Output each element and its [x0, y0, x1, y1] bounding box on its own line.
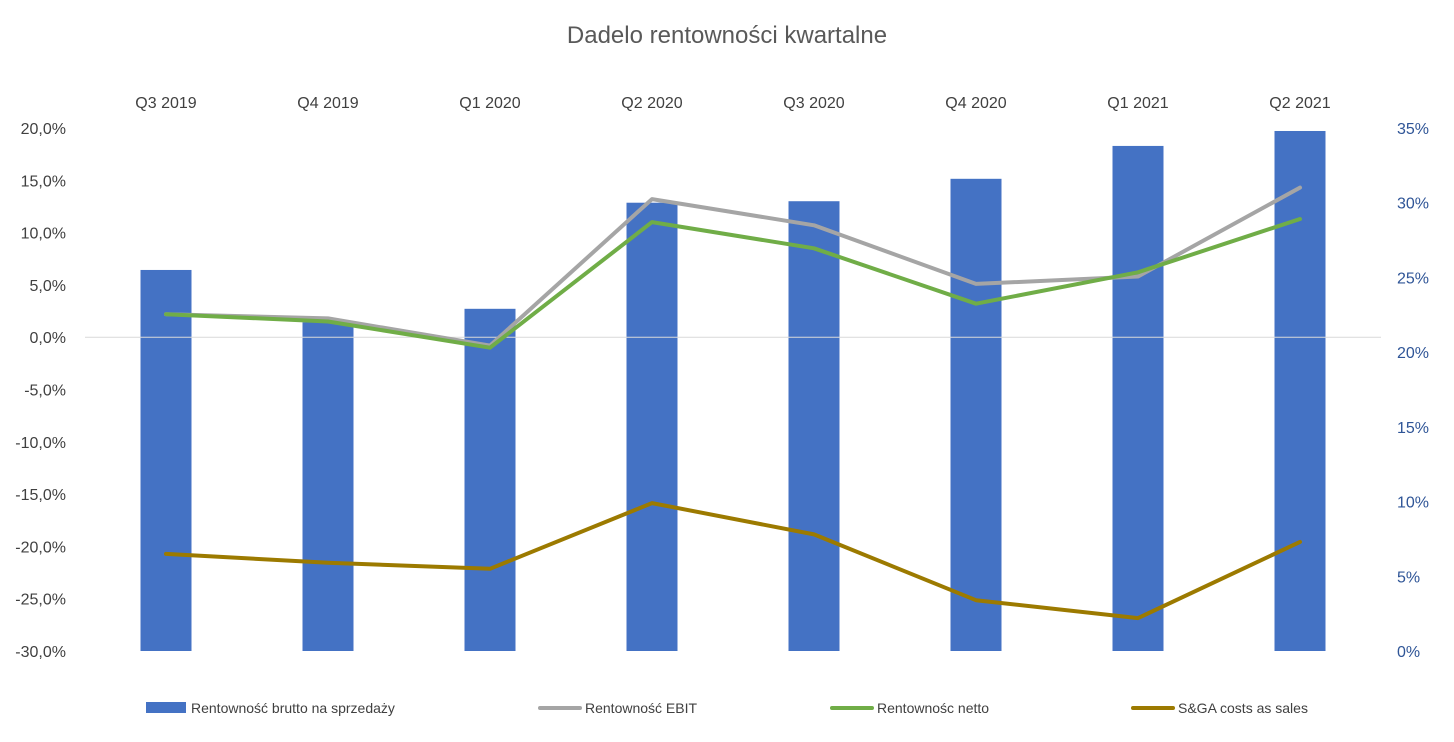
right-tick-label: 20% — [1397, 345, 1429, 362]
legend-swatch — [146, 702, 186, 713]
bar — [950, 178, 1002, 651]
left-tick-label: -20,0% — [15, 539, 66, 556]
category-labels: Q3 2019 Q4 2019 Q1 2020 Q2 2020 Q3 2020 Q4 20… — [135, 95, 1330, 112]
legend: Rentowność brutto na sprzedaży Rentowność… — [146, 700, 1308, 716]
right-tick-label: 15% — [1397, 420, 1429, 437]
right-axis-ticks: 35% 30% 25% 20% 15% 10% 5% 0% — [1397, 121, 1429, 661]
series-line — [164, 501, 1302, 621]
right-tick-label: 10% — [1397, 495, 1429, 512]
left-axis-ticks: 20,0% 15,0% 10,0% 5,0% 0,0% -5,0% -10,0% -15,0%… — [15, 121, 66, 661]
bar — [788, 201, 840, 651]
bar — [1112, 145, 1164, 651]
bar — [626, 202, 678, 651]
legend-label: S&GA costs as sales — [1178, 700, 1308, 716]
bar — [464, 308, 516, 651]
chart-title: Dadelo rentowności kwartalne — [567, 22, 887, 49]
bar — [302, 322, 354, 651]
category-label: Q4 2019 — [297, 95, 358, 112]
right-tick-label: 25% — [1397, 270, 1429, 287]
right-tick-label: 0% — [1397, 644, 1420, 661]
left-tick-label: 10,0% — [21, 226, 66, 243]
category-label: Q2 2021 — [1269, 95, 1330, 112]
category-label: Q1 2021 — [1107, 95, 1168, 112]
bar-series — [140, 130, 1326, 651]
legend-label: Rentownośc netto — [877, 700, 989, 716]
category-label: Q4 2020 — [945, 95, 1006, 112]
left-tick-label: 0,0% — [30, 330, 66, 347]
category-label: Q2 2020 — [621, 95, 682, 112]
left-tick-label: -10,0% — [15, 435, 66, 452]
left-tick-label: -30,0% — [15, 644, 66, 661]
category-label: Q3 2019 — [135, 95, 196, 112]
right-tick-label: 35% — [1397, 121, 1429, 138]
legend-label: Rentowność EBIT — [585, 700, 697, 716]
left-tick-label: 20,0% — [21, 121, 66, 138]
right-tick-label: 5% — [1397, 569, 1420, 586]
category-label: Q3 2020 — [783, 95, 844, 112]
category-label: Q1 2020 — [459, 95, 520, 112]
series-line — [164, 217, 1302, 350]
bar — [140, 269, 192, 651]
bar — [1274, 130, 1326, 651]
left-tick-label: -25,0% — [15, 592, 66, 609]
left-tick-label: 5,0% — [30, 278, 66, 295]
left-tick-label: 15,0% — [21, 173, 66, 190]
left-tick-label: -15,0% — [15, 487, 66, 504]
legend-label: Rentowność brutto na sprzedaży — [191, 700, 395, 716]
left-tick-label: -5,0% — [24, 383, 66, 400]
right-tick-label: 30% — [1397, 196, 1429, 213]
line-series — [164, 185, 1302, 621]
